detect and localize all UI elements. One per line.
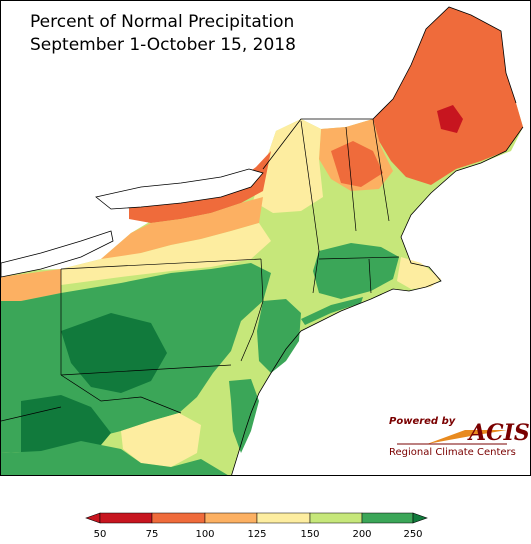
pa-md-border	[60, 364, 232, 376]
powered-by-text: Powered by	[389, 416, 456, 427]
nj-west-border	[240, 258, 264, 362]
map-title-line1: Percent of Normal Precipitation	[30, 12, 295, 32]
rcc-text: Regional Climate Centers	[389, 447, 516, 458]
legend-tick-100: 100	[195, 529, 215, 540]
legend-bin-50-75	[99, 512, 153, 524]
new-jersey-wet-area	[257, 299, 301, 373]
southern-tier-area	[61, 223, 271, 285]
lake-erie	[1, 230, 114, 278]
legend-tick-200: 200	[352, 529, 372, 540]
coastline	[231, 126, 524, 475]
legend-low-arrow	[85, 512, 101, 524]
ohio-edge-area	[1, 269, 61, 301]
ny-new-england-border	[300, 120, 320, 294]
legend-bin-150-200	[309, 512, 363, 524]
acis-text: ACIS	[469, 420, 530, 446]
precipitation-map	[1, 6, 524, 475]
virginia-moderate-area	[121, 413, 201, 467]
delmarva-area	[229, 379, 259, 453]
state-boundaries	[1, 118, 400, 422]
md-wv-border	[60, 374, 182, 414]
maine-dry-area	[373, 7, 523, 185]
va-border	[1, 406, 62, 422]
lake-ontario	[95, 168, 264, 210]
legend-tick-125: 125	[247, 529, 267, 540]
southern-wet-area	[1, 441, 228, 475]
legend-high-arrow	[412, 512, 428, 524]
acis-swoosh-icon	[397, 430, 507, 445]
southern-new-england-area	[313, 243, 399, 299]
cape-cod-area	[397, 257, 441, 289]
pennsylvania-wettest-area	[61, 313, 167, 393]
adirondack-area	[253, 119, 323, 213]
legend-tick-75: 75	[145, 529, 159, 540]
color-legend	[85, 512, 428, 524]
long-island-area	[301, 297, 363, 325]
legend-tick-50: 50	[93, 529, 107, 540]
vt-nh-border	[345, 126, 357, 232]
vermont-dry-area	[331, 141, 383, 187]
ct-ri-border	[368, 258, 372, 294]
canada-border	[262, 6, 517, 170]
legend-tick-150: 150	[300, 529, 320, 540]
legend-bin-100-125	[204, 512, 258, 524]
legend-bin-200-250	[361, 512, 414, 524]
maine-driest-area	[437, 105, 463, 133]
ny-pa-border	[60, 258, 262, 270]
western-new-york-area	[101, 197, 263, 263]
legend-tick-250: 250	[403, 529, 423, 540]
nh-me-border	[372, 118, 390, 222]
legend-bin-75-100	[151, 512, 206, 524]
map-title-line2: September 1-October 15, 2018	[30, 35, 296, 55]
ma-south-border	[318, 256, 400, 260]
legend-bin-125-150	[256, 512, 311, 524]
map-frame: Percent of Normal Precipitation Septembe…	[0, 0, 531, 476]
acis-logo: Powered by ACIS Regional Climate Centers	[387, 414, 530, 462]
